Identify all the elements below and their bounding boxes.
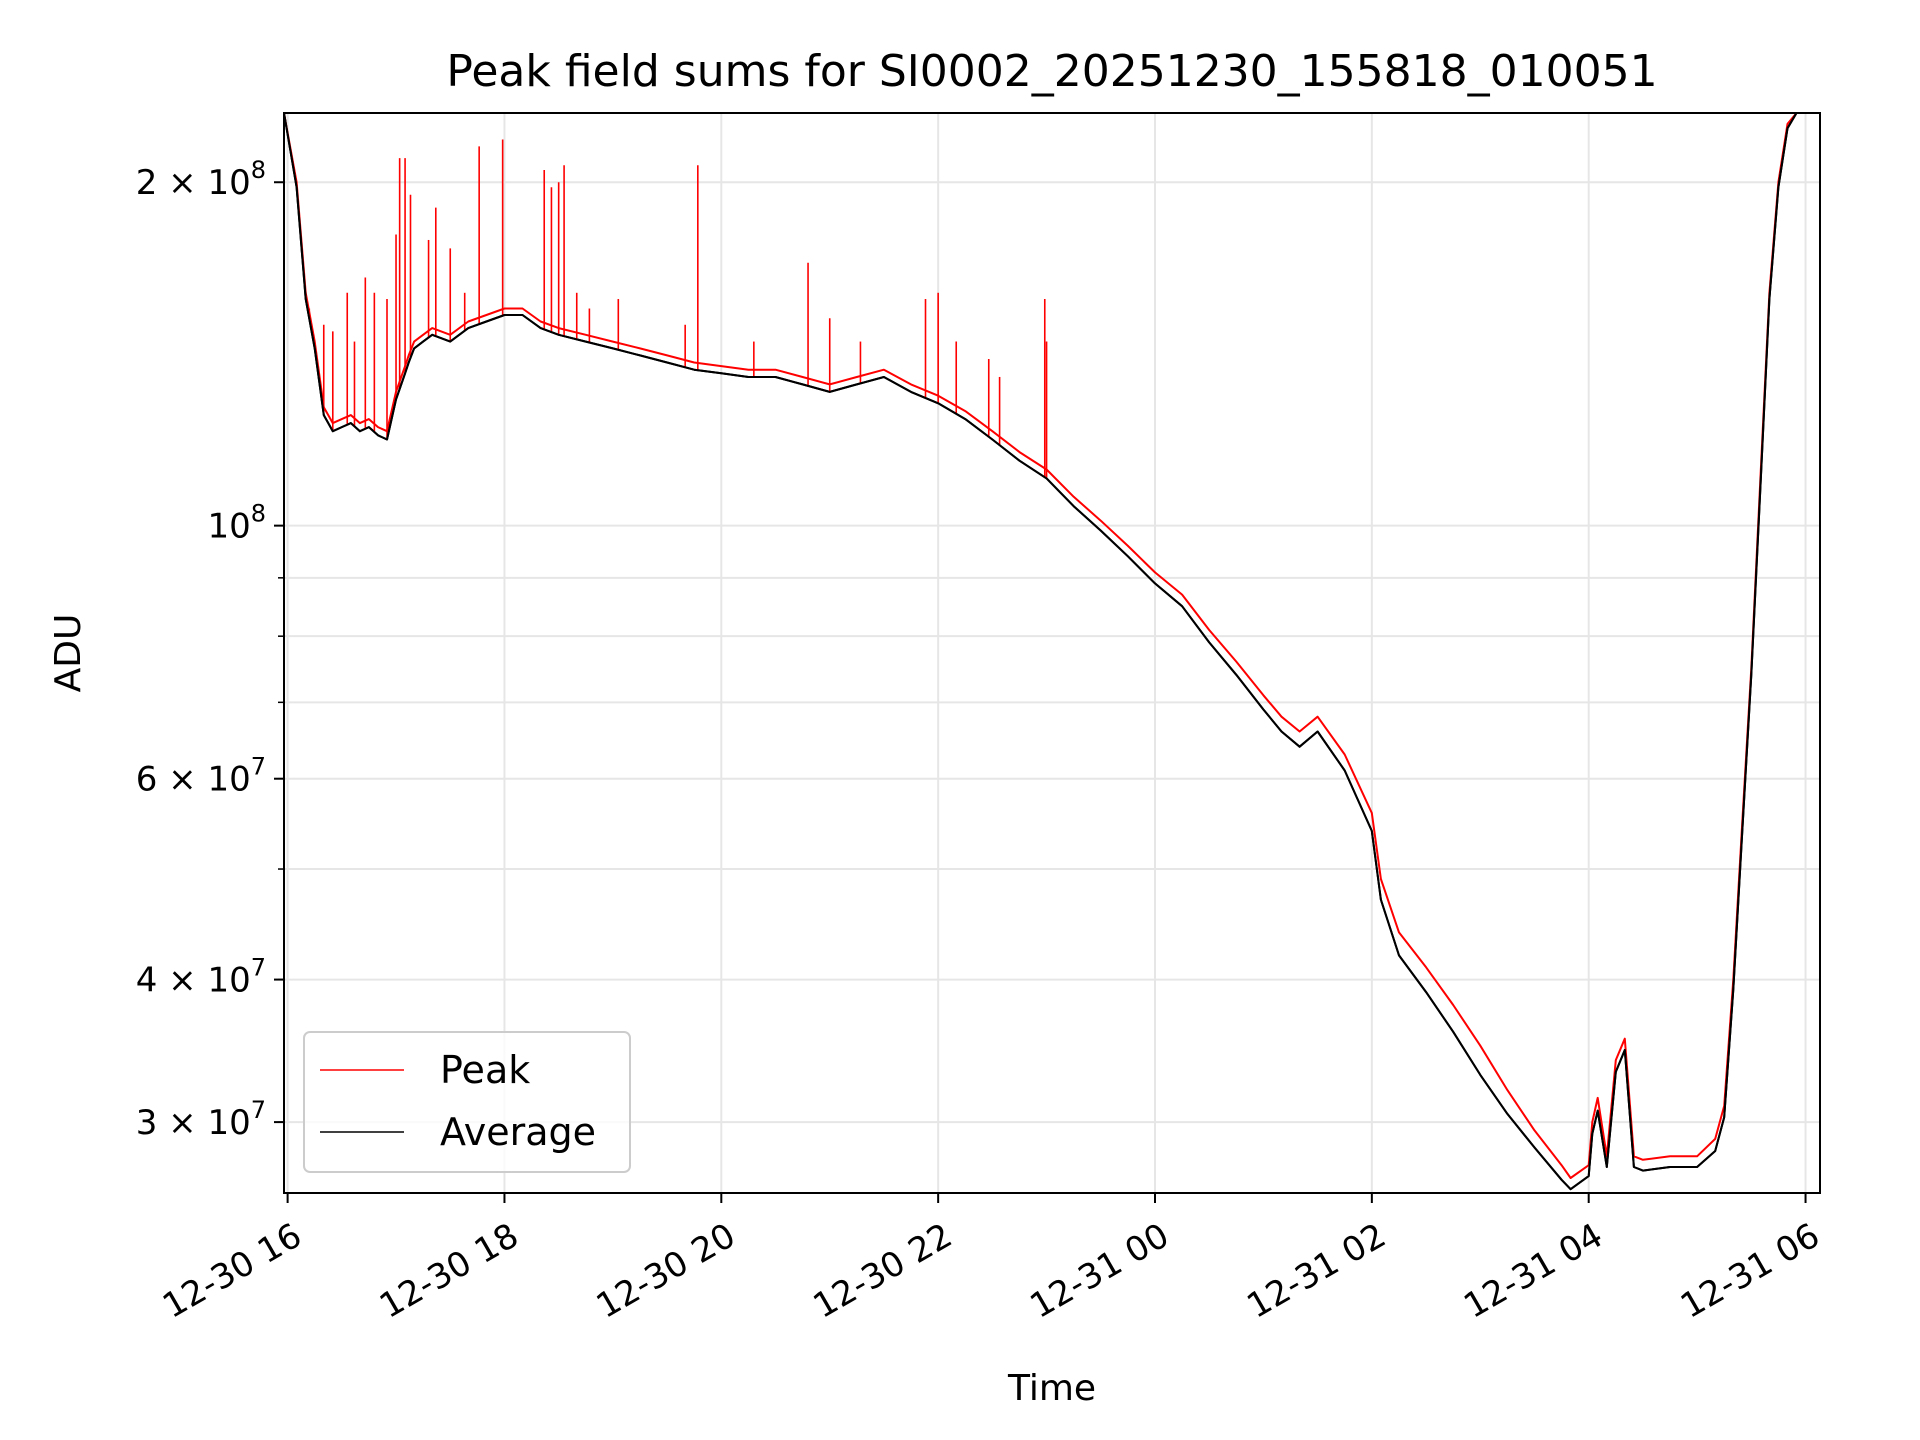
legend-label-peak: Peak: [440, 1048, 530, 1092]
legend-label-average: Average: [440, 1110, 596, 1154]
grid: [284, 113, 1820, 1193]
y-tick-label: 108: [207, 500, 266, 547]
y-axis-label: ADU: [48, 614, 89, 693]
chart-title: Peak field sums for SI0002_20251230_1558…: [446, 46, 1657, 97]
y-tick-label: 6 × 107: [136, 753, 266, 800]
legend: Peak Average: [303, 1031, 631, 1173]
y-tick-label: 3 × 107: [136, 1096, 266, 1143]
plot-series: [283, 112, 1806, 1191]
x-axis-label: Time: [1007, 1368, 1096, 1409]
legend-box: [303, 1031, 631, 1173]
series-line-average-overlay: [283, 112, 1806, 1191]
y-tick-label: 4 × 107: [136, 954, 266, 1001]
axes-frame: [283, 112, 1821, 1194]
y-tick-label: 2 × 108: [136, 156, 266, 203]
